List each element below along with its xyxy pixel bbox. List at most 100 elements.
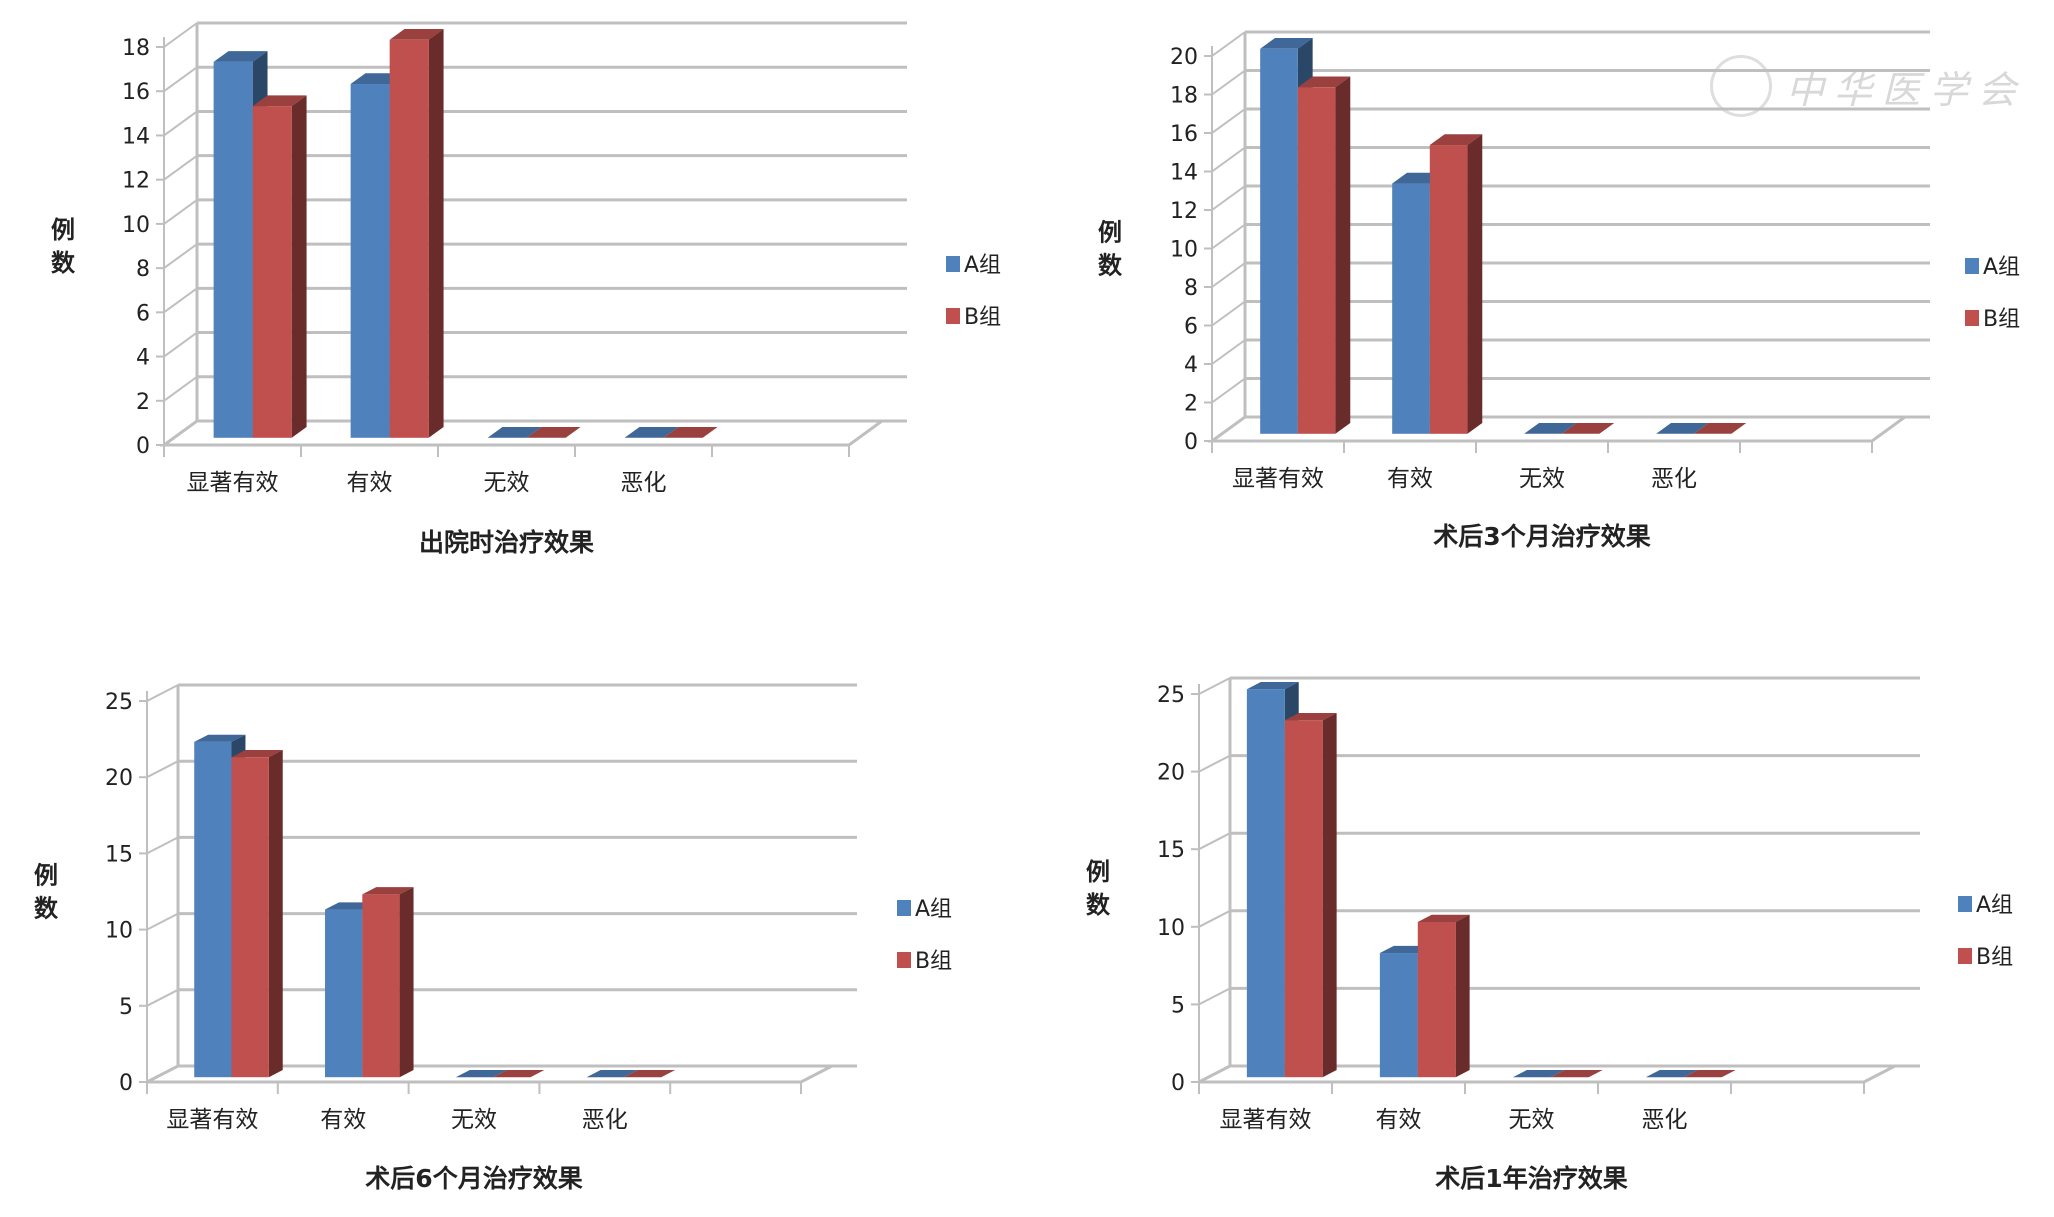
y-axis-label: 例: [51, 216, 75, 244]
y-tick-label: 10: [105, 919, 133, 944]
depth-line: [163, 22, 198, 48]
bar-top: [213, 51, 268, 62]
depth-line: [1211, 108, 1246, 134]
bar-front: [1246, 689, 1285, 1078]
bar-top: [1429, 134, 1483, 146]
bar-top: [1656, 423, 1709, 434]
bar-side: [1467, 134, 1483, 434]
bar-top: [663, 427, 718, 438]
y-axis-label: 例: [1098, 219, 1122, 247]
bar-top: [1524, 423, 1577, 434]
x-tick-label: 恶化: [582, 1107, 628, 1133]
depth-line: [1211, 300, 1246, 327]
y-tick-label: 12: [1170, 199, 1198, 224]
bar: [252, 95, 307, 438]
bar-top: [1512, 1070, 1565, 1078]
floor: [146, 1064, 833, 1084]
seal-icon: [1710, 55, 1772, 117]
legend-swatch: [1965, 310, 1979, 326]
legend-swatch: [1958, 896, 1972, 912]
bar: [1429, 134, 1483, 434]
y-tick-label: 14: [1170, 161, 1198, 186]
y-tick-label: 5: [119, 995, 133, 1020]
bar-top: [1297, 76, 1351, 88]
bar: [1656, 423, 1709, 434]
chart-title: 术后3个月治疗效果: [1433, 522, 1650, 551]
depth-line: [163, 199, 198, 225]
y-axis-label: 例: [34, 862, 58, 890]
depth-line: [1211, 69, 1246, 96]
x-tick-label: 显著有效: [166, 1107, 258, 1133]
bar-front: [1417, 922, 1456, 1078]
y-axis-label: 数: [1098, 252, 1123, 280]
legend-swatch: [1958, 948, 1972, 964]
x-tick-label: 有效: [1387, 466, 1433, 492]
x-tick-label: 无效: [484, 470, 530, 496]
bar-top: [1284, 713, 1337, 721]
y-tick-label: 5: [1171, 993, 1185, 1018]
bar: [231, 749, 283, 1078]
depth-line: [1211, 31, 1246, 57]
x-tick-label: 无效: [451, 1107, 497, 1133]
bar-top: [1550, 1070, 1603, 1078]
depth-line: [146, 684, 179, 702]
bar-top: [252, 95, 307, 107]
legend-label: B组: [915, 949, 952, 974]
legend-label: A组: [964, 253, 1001, 278]
depth-line: [163, 154, 198, 181]
bar-front: [1392, 183, 1430, 434]
y-tick-label: 6: [1184, 315, 1198, 340]
bar-front: [362, 894, 400, 1078]
depth-line: [1211, 223, 1246, 250]
legend-swatch: [946, 308, 960, 324]
x-tick-label: 显著有效: [1220, 1107, 1312, 1133]
depth-line: [1198, 677, 1231, 695]
bar-side: [1335, 76, 1351, 434]
x-tick-label: 有效: [347, 470, 393, 496]
bar: [1512, 1070, 1565, 1078]
bar-front: [1284, 720, 1323, 1078]
bar: [1693, 423, 1747, 434]
bar-top: [1645, 1070, 1698, 1078]
bar: [1645, 1070, 1698, 1078]
y-tick-label: 2: [1184, 392, 1198, 417]
floor: [1207, 415, 1910, 443]
legend-label: B组: [1983, 307, 2020, 332]
bar-top: [526, 427, 581, 438]
y-tick-label: 16: [122, 80, 150, 105]
depth-line: [1211, 377, 1246, 404]
bar: [586, 1070, 638, 1078]
bar-front: [350, 84, 390, 438]
bar-side: [268, 749, 283, 1078]
watermark-text: 中华医学会: [1786, 67, 2027, 112]
x-tick-label: 恶化: [1651, 466, 1697, 492]
bar: [1550, 1070, 1603, 1078]
y-tick-label: 18: [1170, 84, 1198, 109]
bar-side: [1322, 713, 1337, 1078]
chart-title: 术后6个月治疗效果: [365, 1164, 582, 1193]
y-tick-label: 25: [1157, 683, 1185, 708]
legend-swatch: [946, 256, 960, 272]
bar-top: [1246, 682, 1299, 690]
y-tick-label: 20: [1170, 45, 1198, 70]
depth-line: [1198, 987, 1231, 1006]
y-tick-label: 25: [105, 690, 133, 715]
depth-line: [163, 375, 198, 402]
depth-line: [163, 287, 198, 314]
y-tick-label: 16: [1170, 122, 1198, 147]
y-tick-label: 0: [119, 1071, 133, 1096]
depth-line: [146, 988, 179, 1007]
bar-top: [194, 734, 246, 742]
legend-label: A组: [1983, 255, 2020, 280]
x-tick-label: 显著有效: [1232, 466, 1324, 492]
legend-swatch: [897, 900, 911, 916]
y-axis-label: 数: [51, 249, 76, 277]
bar-front: [231, 757, 269, 1078]
y-tick-label: 20: [105, 766, 133, 791]
depth-line: [163, 110, 198, 137]
y-tick-label: 18: [122, 36, 150, 61]
y-tick-label: 15: [1157, 838, 1185, 863]
